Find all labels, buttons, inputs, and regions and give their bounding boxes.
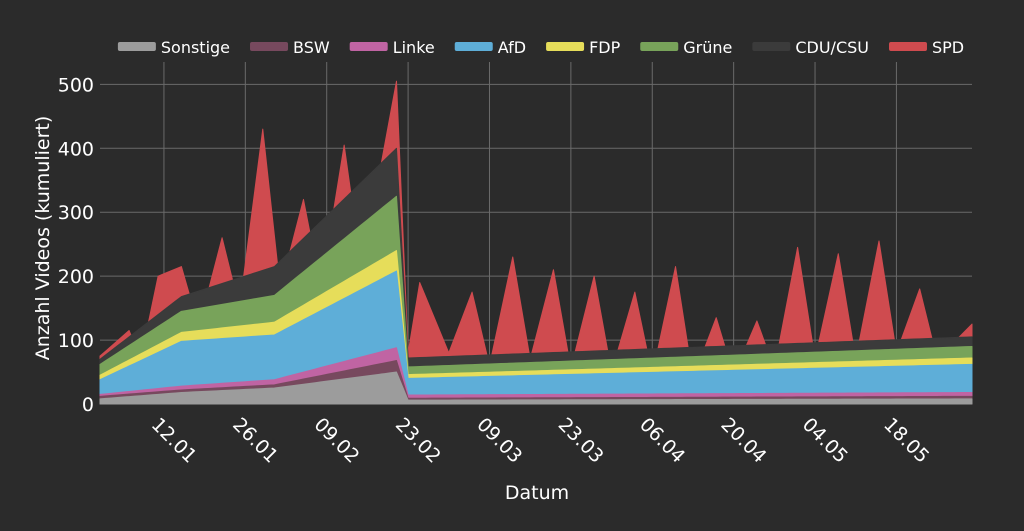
y-tick-label: 100 — [58, 330, 94, 352]
y-tick-label: 400 — [58, 138, 94, 160]
x-tick-label: 09.03 — [472, 414, 526, 468]
axes: 0 100 200 300 400 500 12.01 26.01 09.02 23.02 09.0… — [58, 74, 934, 467]
y-tick-label: 200 — [58, 266, 94, 288]
legend: Sonstige BSW Linke AfD FDP Grüne CDU/CSU SPD — [117, 38, 964, 57]
legend-swatch — [454, 42, 493, 51]
area-sonstige — [99, 371, 973, 405]
legend-item-cdu-csu[interactable]: CDU/CSU — [752, 38, 869, 57]
legend-swatch — [888, 42, 927, 51]
x-tick-label: 23.03 — [554, 414, 608, 468]
legend-swatch — [640, 42, 679, 51]
x-tick-label: 23.02 — [391, 414, 445, 468]
x-tick-label: 20.04 — [717, 414, 771, 468]
legend-label: Grüne — [683, 38, 732, 57]
x-axis-title: Datum — [505, 482, 569, 504]
y-tick-label: 500 — [58, 74, 94, 96]
x-tick-label: 26.01 — [228, 414, 282, 468]
x-tick-label: 04.05 — [798, 414, 852, 468]
legend-swatch — [546, 42, 585, 51]
x-tick-label: 18.05 — [879, 414, 933, 468]
legend-item-gr-ne[interactable]: Grüne — [640, 38, 732, 57]
legend-item-bsw[interactable]: BSW — [250, 38, 330, 57]
x-tick-label: 12.01 — [147, 414, 201, 468]
x-tick-label: 06.04 — [635, 414, 689, 468]
legend-item-sonstige[interactable]: Sonstige — [117, 38, 230, 57]
y-tick-label: 300 — [58, 202, 94, 224]
legend-label: AfD — [498, 38, 526, 57]
legend-swatch — [117, 42, 156, 51]
area-series — [99, 80, 973, 405]
legend-label: Linke — [393, 38, 435, 57]
legend-label: CDU/CSU — [795, 38, 869, 57]
legend-item-fdp[interactable]: FDP — [546, 38, 621, 57]
legend-label: Sonstige — [161, 38, 230, 57]
legend-item-afd[interactable]: AfD — [454, 38, 526, 57]
legend-item-spd[interactable]: SPD — [888, 38, 964, 57]
legend-swatch — [349, 42, 388, 51]
legend-swatch — [752, 42, 791, 51]
legend-label: FDP — [589, 38, 621, 57]
legend-label: BSW — [293, 38, 330, 57]
x-tick-label: 09.02 — [310, 414, 364, 468]
legend-item-linke[interactable]: Linke — [349, 38, 435, 57]
y-axis-title: Anzahl Videos (kumuliert) — [32, 116, 54, 361]
legend-swatch — [250, 42, 289, 51]
y-tick-label: 0 — [82, 394, 94, 416]
legend-label: SPD — [932, 38, 964, 57]
